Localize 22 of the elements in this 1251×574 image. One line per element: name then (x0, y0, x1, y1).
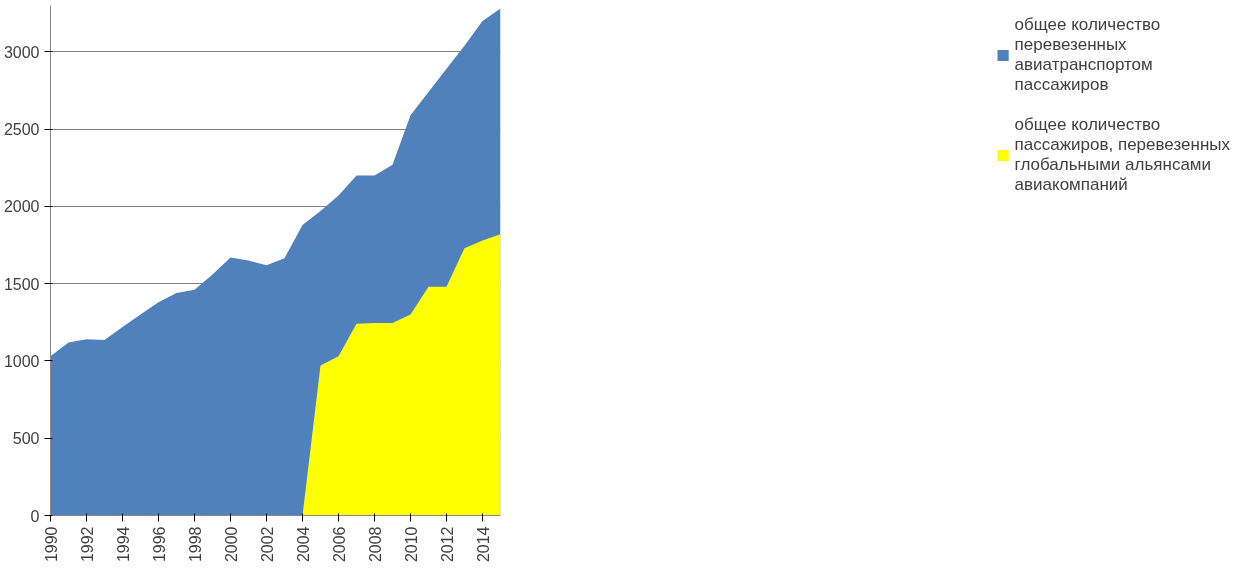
x-tick-label: 2006 (330, 526, 348, 563)
x-tick-label: 2002 (258, 526, 276, 563)
y-tick-label: 1500 (3, 275, 40, 293)
x-tick-label: 2008 (366, 526, 384, 563)
y-tick-label: 2500 (3, 121, 40, 139)
y-tick-label: 500 (12, 430, 40, 448)
x-tick-label: 1992 (78, 526, 96, 563)
x-tick-label: 2010 (402, 526, 420, 563)
x-tick-label: 2014 (474, 526, 492, 563)
y-tick-label: 2000 (3, 198, 40, 216)
x-tick-label: 1998 (186, 526, 204, 563)
x-tick-label: 1994 (114, 526, 132, 563)
y-tick-label: 0 (30, 507, 40, 525)
x-tick-label: 2000 (222, 526, 240, 563)
legend-label: общее количество пассажиров, перевезенных глобальными альянсами авиакомпаний (1014, 115, 1230, 195)
legend-label: общее количество перевезенных авиатранспортом пассажиров (1014, 15, 1161, 95)
x-tick-label: 2004 (294, 526, 312, 563)
y-tick-label: 1000 (3, 352, 40, 370)
x-tick-label: 1990 (42, 526, 60, 563)
x-tick-label: 1996 (150, 526, 168, 563)
y-tick-label: 3000 (3, 43, 40, 61)
x-tick-label: 2012 (438, 526, 456, 563)
